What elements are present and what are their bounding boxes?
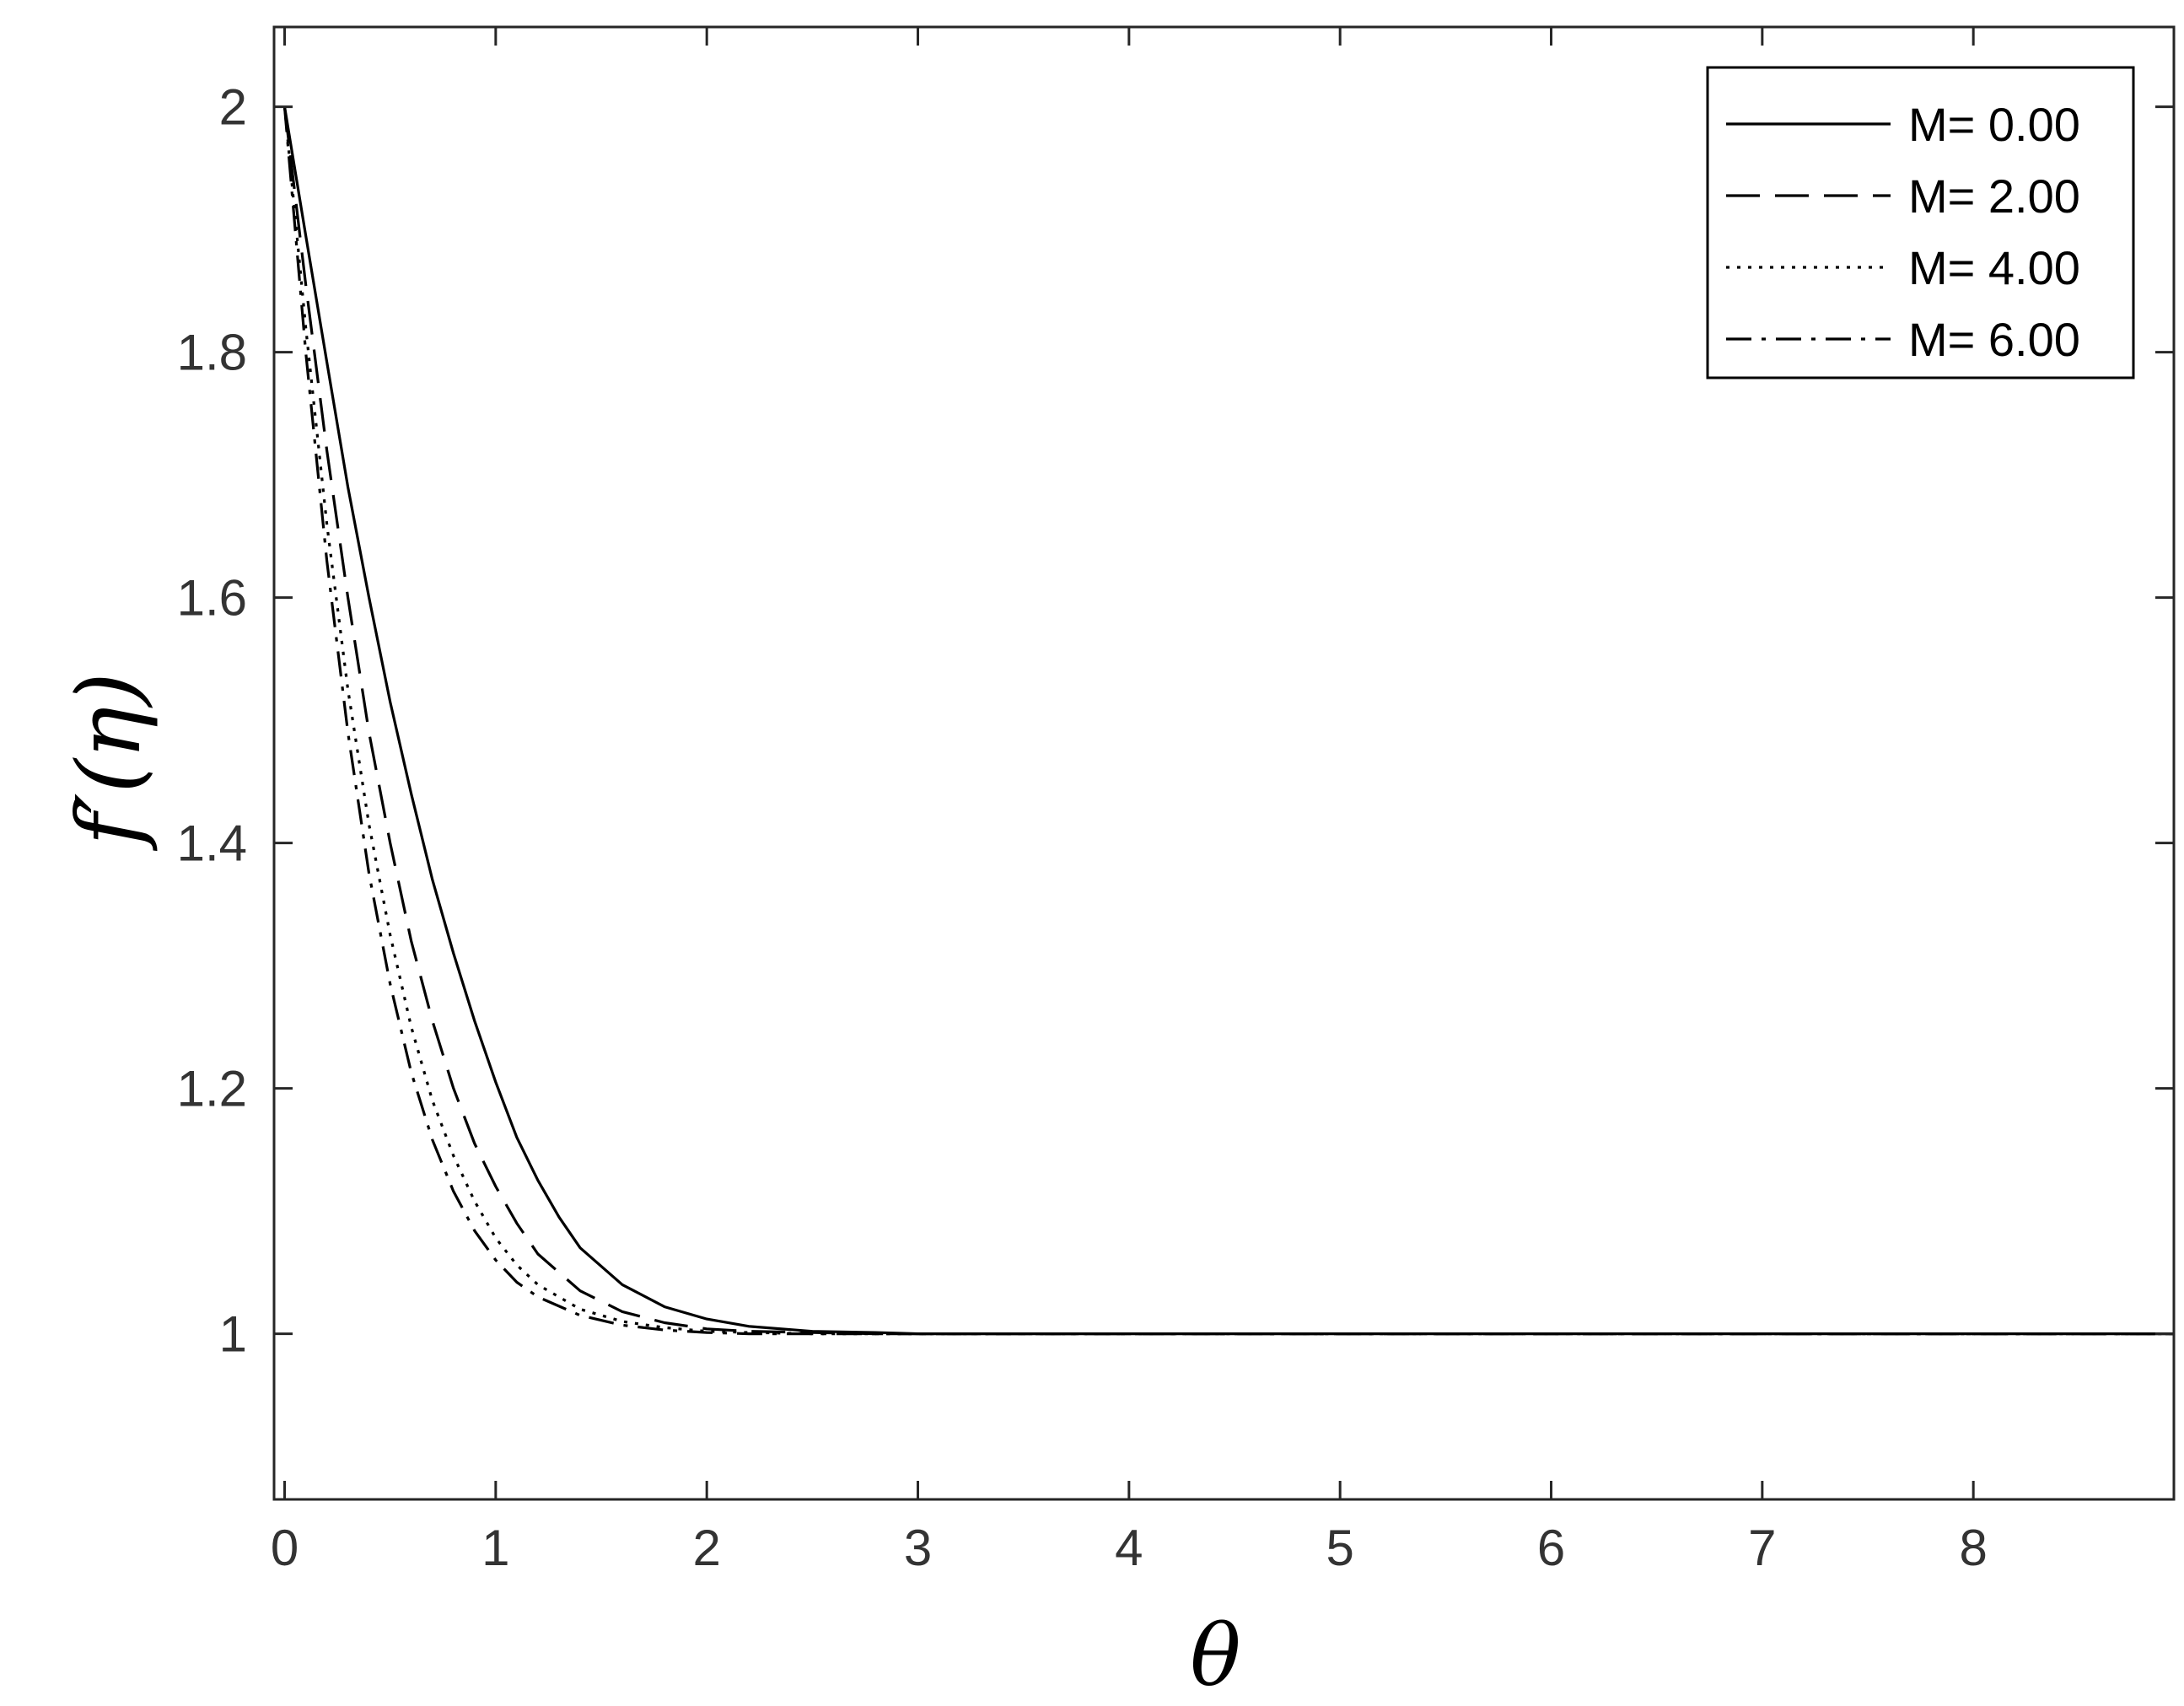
legend: M= 0.00 M= 2.00 M= 4.00 M= 6.00 <box>1706 66 2135 379</box>
series-line-2 <box>282 106 2174 1336</box>
axis-tick-labels: 0 1 2 3 4 5 6 7 8 1 1.2 1.4 1.6 1.8 2 <box>177 79 1988 1576</box>
legend-label-1: M= 2.00 <box>1908 170 2080 223</box>
legend-label-2: M= 4.00 <box>1908 241 2080 294</box>
x-tick-label: 2 <box>692 1520 720 1576</box>
x-tick-label: 3 <box>904 1520 932 1576</box>
axis-ticks <box>274 27 2174 1499</box>
legend-box <box>1706 66 2135 379</box>
series-line-1 <box>282 106 2174 1336</box>
x-tick-label: 7 <box>1748 1520 1776 1576</box>
y-tick-label: 1 <box>219 1306 247 1363</box>
axes-frame <box>272 25 2176 1501</box>
legend-label-3: M= 6.00 <box>1908 313 2080 366</box>
x-axis-title: θ <box>1190 1606 1240 1705</box>
y-tick-label: 1.8 <box>177 325 247 381</box>
axis-titles: θ f′(η) <box>57 672 1241 1705</box>
legend-label-0: M= 0.00 <box>1908 98 2080 151</box>
series-line-3 <box>282 106 2174 1336</box>
plot-area-border <box>272 25 2176 1501</box>
x-tick-label: 8 <box>1959 1520 1987 1576</box>
x-tick-label: 1 <box>481 1520 509 1576</box>
y-axis-title: f′(η) <box>57 672 160 852</box>
plot-lines <box>282 106 2174 1336</box>
x-tick-label: 4 <box>1115 1520 1143 1576</box>
x-tick-label: 0 <box>271 1520 299 1576</box>
y-tick-label: 1.6 <box>177 570 247 627</box>
y-tick-label: 1.4 <box>177 815 247 872</box>
y-tick-label: 2 <box>219 79 247 136</box>
y-tick-label: 1.2 <box>177 1061 247 1117</box>
x-tick-label: 5 <box>1326 1520 1353 1576</box>
x-tick-label: 6 <box>1537 1520 1565 1576</box>
